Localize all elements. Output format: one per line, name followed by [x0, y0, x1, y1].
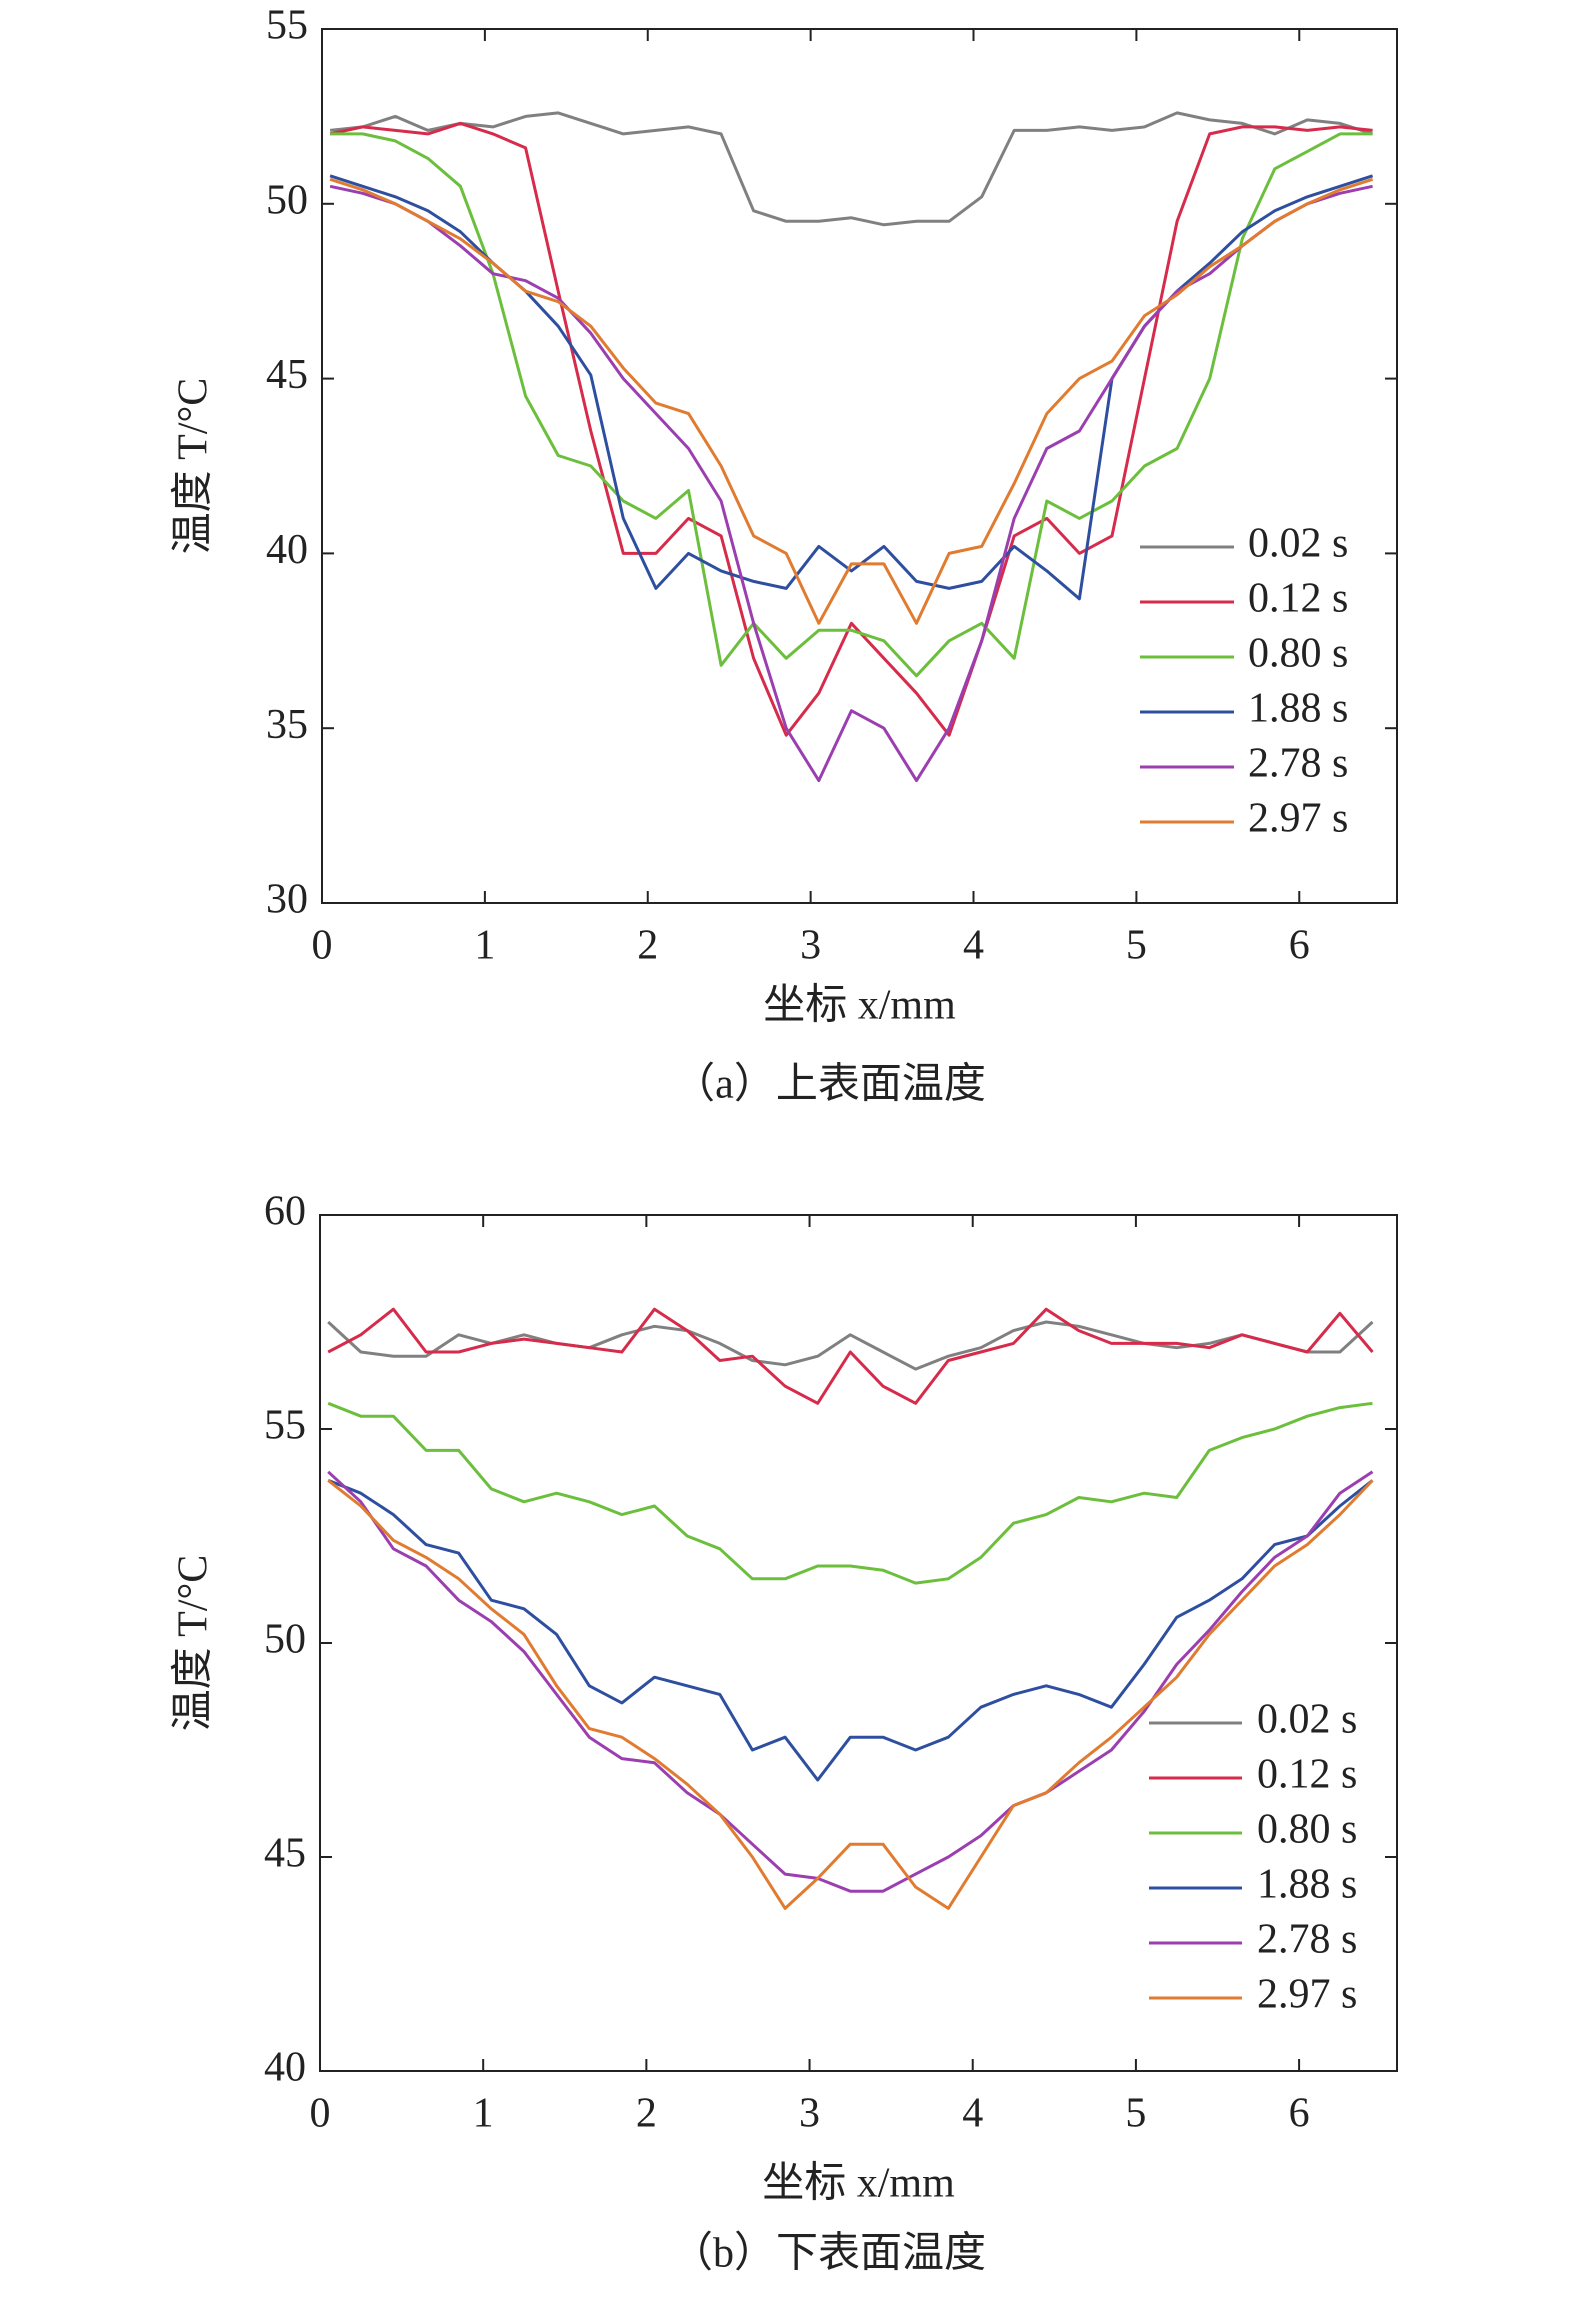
- series-line: [329, 177, 1374, 625]
- x-tick-label: 3: [800, 923, 821, 969]
- series-line: [327, 1307, 1374, 1405]
- y-tick-label: 30: [266, 877, 308, 923]
- legend-label: 0.02 s: [1248, 521, 1348, 567]
- legend-label: 0.12 s: [1248, 576, 1348, 622]
- y-axis-label: 温度 T/°C: [171, 1555, 217, 1732]
- series-line: [329, 121, 1373, 737]
- x-axis-label: 坐标 x/mm: [762, 2161, 955, 2207]
- x-tick-label: 2: [636, 2091, 657, 2137]
- x-tick-label: 3: [799, 2091, 820, 2137]
- legend-label: 2.78 s: [1248, 741, 1348, 787]
- x-tick-label: 0: [312, 923, 333, 969]
- x-tick-label: 1: [474, 923, 495, 969]
- series-line: [329, 111, 1374, 227]
- legend-label: 1.88 s: [1248, 686, 1348, 732]
- legend-label: 0.80 s: [1257, 1807, 1357, 1853]
- legend-label: 2.97 s: [1257, 1972, 1357, 2018]
- caption: （a）上表面温度: [673, 1062, 986, 1108]
- legend-label: 0.80 s: [1248, 631, 1348, 677]
- series-line: [327, 1401, 1373, 1585]
- y-tick-label: 50: [266, 177, 308, 223]
- y-axis-label: 温度 T/°C: [171, 378, 217, 555]
- legend-label: 2.97 s: [1248, 796, 1348, 842]
- plot-frame: [321, 28, 1398, 904]
- y-tick-label: 55: [264, 1403, 306, 1449]
- x-tick-label: 1: [473, 2091, 494, 2137]
- series-line: [329, 184, 1373, 783]
- x-tick-label: 5: [1126, 923, 1147, 969]
- legend-label: 2.78 s: [1257, 1917, 1357, 1963]
- x-tick-label: 0: [310, 2091, 331, 2137]
- x-tick-label: 4: [962, 2091, 983, 2137]
- y-tick-label: 50: [264, 1617, 306, 1663]
- series-line: [330, 132, 1373, 678]
- legend-label: 0.12 s: [1257, 1752, 1357, 1798]
- legend-label: 0.02 s: [1257, 1697, 1357, 1743]
- x-tick-label: 4: [963, 923, 984, 969]
- y-tick-label: 45: [266, 352, 308, 398]
- legend-label: 1.88 s: [1257, 1862, 1357, 1908]
- y-tick-label: 35: [266, 702, 308, 748]
- x-tick-label: 2: [637, 923, 658, 969]
- series-line: [327, 1479, 1374, 1782]
- series-line: [327, 1470, 1374, 1893]
- x-tick-label: 5: [1125, 2091, 1146, 2137]
- y-tick-label: 55: [266, 3, 308, 49]
- y-tick-label: 45: [264, 1831, 306, 1877]
- x-tick-label: 6: [1289, 923, 1310, 969]
- y-tick-label: 40: [264, 2045, 306, 2091]
- caption: （b）下表面温度: [671, 2231, 986, 2277]
- x-tick-label: 6: [1289, 2091, 1310, 2137]
- y-tick-label: 40: [266, 527, 308, 573]
- series-line: [329, 174, 1374, 601]
- x-axis-label: 坐标 x/mm: [763, 983, 956, 1029]
- y-tick-label: 60: [264, 1189, 306, 1235]
- series-line: [327, 1479, 1374, 1910]
